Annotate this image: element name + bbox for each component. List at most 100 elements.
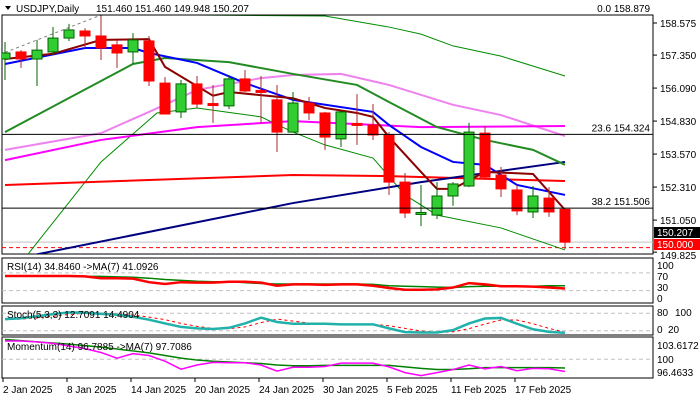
- alert-price-value: 150.000: [657, 240, 694, 251]
- stoch-title: Stoch(5,3,3) 12.7091 14.4904: [7, 310, 140, 321]
- bearish-candle: [543, 197, 555, 213]
- bullish-candle: [431, 195, 443, 216]
- price-tick-label: 158.575: [660, 19, 697, 30]
- moving-average-line-0: [189, 15, 566, 77]
- rsi-level-100: 100: [657, 261, 674, 272]
- rsi-level-0: 0: [657, 294, 663, 305]
- alert-price-tag: [654, 239, 700, 250]
- fibonacci-levels: 0.0 158.879 23.6 154.324 38.2 151.506: [2, 4, 653, 209]
- bearish-candle: [303, 102, 315, 114]
- price-tick-label: 153.570: [660, 150, 697, 161]
- indicator-plots: [2, 272, 653, 377]
- bearish-candle: [511, 189, 523, 212]
- moving-average-line-1: [27, 107, 566, 254]
- bullish-candle: [447, 183, 459, 197]
- bullish-candle: [287, 102, 299, 133]
- moving-average-line-4: [4, 174, 566, 186]
- bullish-candle: [415, 211, 427, 215]
- bearish-candle: [111, 44, 123, 54]
- bullish-candle: [527, 195, 539, 213]
- price-tick-label: 154.830: [660, 117, 697, 128]
- bearish-candle: [271, 99, 283, 133]
- date-axis: 2 Jan 2025 8 Jan 2025 14 Jan 2025 20 Jan 20…: [2, 378, 572, 396]
- rsi-title: RSI(14) 34.8460 ->MA(7) 41.0926: [7, 262, 159, 273]
- bearish-candle: [239, 78, 251, 92]
- bullish-candle: [47, 37, 59, 53]
- bullish-candle: [127, 39, 139, 53]
- price-plot: [2, 15, 653, 254]
- stoch-pane-frame: [1, 305, 654, 336]
- stoch-signal-line: [4, 312, 566, 333]
- current-price-tag: [654, 227, 700, 238]
- bullish-candle: [463, 131, 475, 187]
- bearish-candle: [319, 112, 331, 138]
- date-label: 14 Jan 2025: [131, 385, 186, 396]
- bullish-candle: [335, 111, 347, 140]
- momentum-title: Momentum(14) 96.7885 ->MA(7) 97.7086: [7, 342, 192, 353]
- current-price-value: 150.207: [657, 228, 694, 239]
- price-tick-label: 152.310: [660, 183, 697, 194]
- moving-average-line-3: [4, 120, 566, 162]
- stoch-main-line: [4, 311, 566, 335]
- date-label: 2 Jan 2025: [3, 385, 53, 396]
- stoch-level-80: 80: [657, 308, 669, 319]
- stoch-level-100: 100: [675, 308, 692, 319]
- trendline: [4, 15, 102, 53]
- price-tick-label: 149.825: [660, 251, 697, 262]
- rsi-level-70: 70: [657, 272, 669, 283]
- bearish-candle: [559, 208, 571, 243]
- rsi-line: [5, 274, 566, 292]
- stoch-level-20: 20: [668, 325, 680, 336]
- fib-level-label: 0.0 158.879: [597, 4, 650, 15]
- momentum-level-100: 100: [657, 355, 674, 366]
- date-label: 20 Jan 2025: [195, 385, 250, 396]
- bearish-candle: [255, 89, 267, 93]
- momentum-line: [5, 340, 566, 377]
- bearish-candle: [383, 134, 395, 183]
- bearish-candle: [143, 40, 155, 82]
- price-tick-label: 156.090: [660, 84, 697, 95]
- bearish-candle: [207, 103, 219, 107]
- price-tick-label: 151.050: [660, 216, 697, 227]
- bearish-candle: [479, 132, 491, 178]
- date-label: 30 Jan 2025: [323, 385, 378, 396]
- date-label: 11 Feb 2025: [451, 385, 507, 396]
- bearish-candle: [191, 83, 203, 105]
- momentum-ma-line: [4, 338, 566, 371]
- bullish-candle: [175, 83, 187, 113]
- symbol-label: USDJPY,Daily: [16, 4, 79, 15]
- rsi-level-30: 30: [657, 283, 669, 294]
- bullish-candle: [31, 49, 43, 60]
- fib-level-label: 38.2 151.506: [592, 197, 651, 208]
- moving-average-line-6: [4, 56, 566, 166]
- moving-average-line-8: [4, 38, 566, 211]
- rsi-pane-frame: [1, 257, 654, 304]
- bullish-candle: [63, 29, 75, 39]
- bullish-candle: [2, 52, 11, 60]
- bearish-candle: [351, 122, 363, 126]
- bearish-candle: [95, 35, 107, 49]
- price-tick-label: 157.350: [660, 51, 697, 62]
- date-label: 24 Jan 2025: [259, 385, 314, 396]
- ohlc-readout: 151.460 151.460 149.948 150.207: [96, 4, 249, 15]
- dropdown-triangle-icon[interactable]: [5, 6, 11, 10]
- momentum-level-min: 96.4633: [657, 368, 694, 379]
- bearish-candle: [15, 51, 27, 60]
- moving-average-line-2: [4, 72, 566, 151]
- stoch-level-0: 0: [657, 325, 663, 336]
- fib-level-label: 23.6 154.324: [592, 123, 651, 134]
- momentum-pane-frame: [1, 336, 654, 379]
- bearish-candle: [159, 82, 171, 115]
- date-label: 5 Feb 2025: [387, 385, 438, 396]
- date-label: 8 Jan 2025: [67, 385, 117, 396]
- date-label: 17 Feb 2025: [515, 385, 572, 396]
- bearish-candle: [79, 30, 91, 37]
- bullish-candle: [223, 78, 235, 107]
- bearish-candle: [495, 174, 507, 190]
- price-axis: 158.575 157.350 156.090 154.830 153.570 152.3…: [653, 19, 697, 262]
- momentum-level-max: 103.6172: [657, 341, 699, 352]
- bearish-candle: [367, 124, 379, 136]
- bearish-candle: [399, 181, 411, 214]
